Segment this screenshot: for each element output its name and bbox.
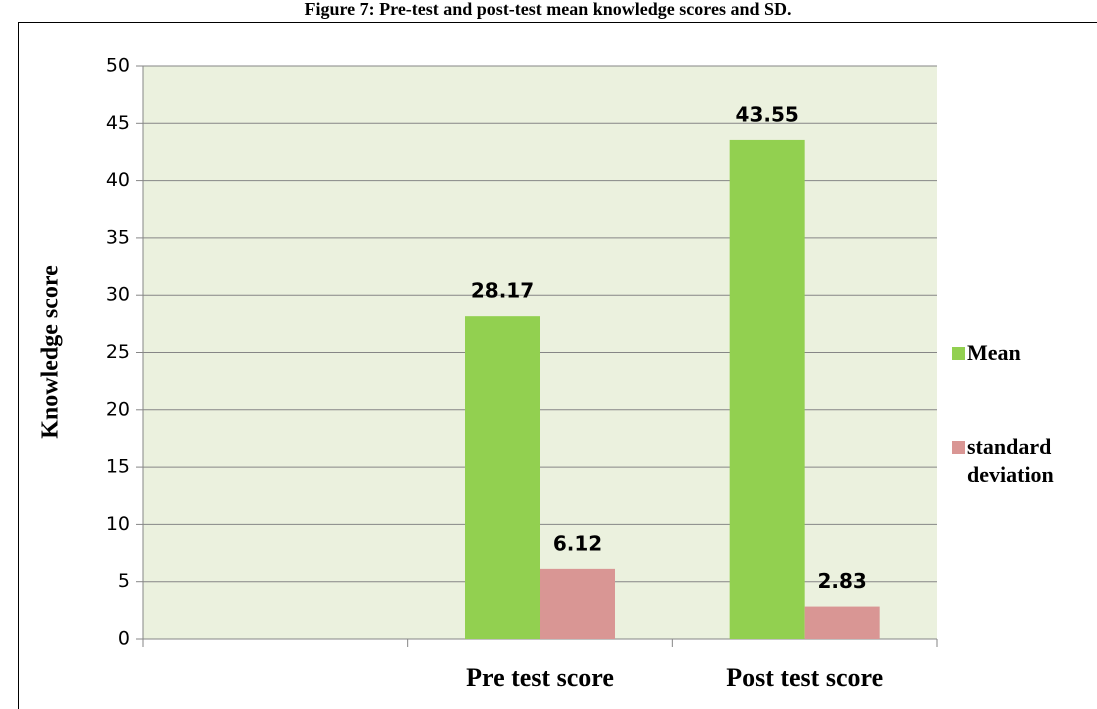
y-tick-label: 25	[106, 341, 130, 363]
bar	[804, 606, 880, 639]
legend-swatch	[952, 347, 965, 360]
y-tick-label: 10	[106, 513, 130, 535]
data-label: 6.12	[553, 531, 602, 555]
y-tick-label: 5	[118, 570, 130, 592]
data-label: 28.17	[471, 279, 534, 303]
y-tick-label: 15	[106, 456, 130, 478]
y-tick-label: 50	[106, 55, 130, 77]
data-label: 43.55	[736, 102, 799, 126]
legend-label: standard deviation	[967, 434, 1054, 487]
y-tick-label: 0	[118, 628, 130, 650]
bar	[540, 568, 615, 639]
legend-swatch	[952, 441, 965, 454]
x-tick-label: Pre test score	[466, 663, 614, 692]
bar	[729, 139, 805, 640]
chart-border	[18, 22, 1097, 709]
y-tick-label: 40	[106, 169, 130, 191]
y-tick-label: 35	[106, 226, 130, 248]
chart-title: Figure 7: Pre-test and post-test mean kn…	[305, 0, 792, 19]
y-tick-label: 20	[106, 398, 130, 420]
x-tick-label: Post test score	[726, 663, 883, 692]
y-tick-label: 45	[106, 112, 130, 134]
y-tick-label: 30	[106, 284, 130, 306]
y-axis-label: Knowledge score	[38, 265, 64, 439]
data-label: 2.83	[817, 569, 866, 593]
bar	[465, 316, 540, 639]
legend-label: Mean	[967, 340, 1021, 365]
